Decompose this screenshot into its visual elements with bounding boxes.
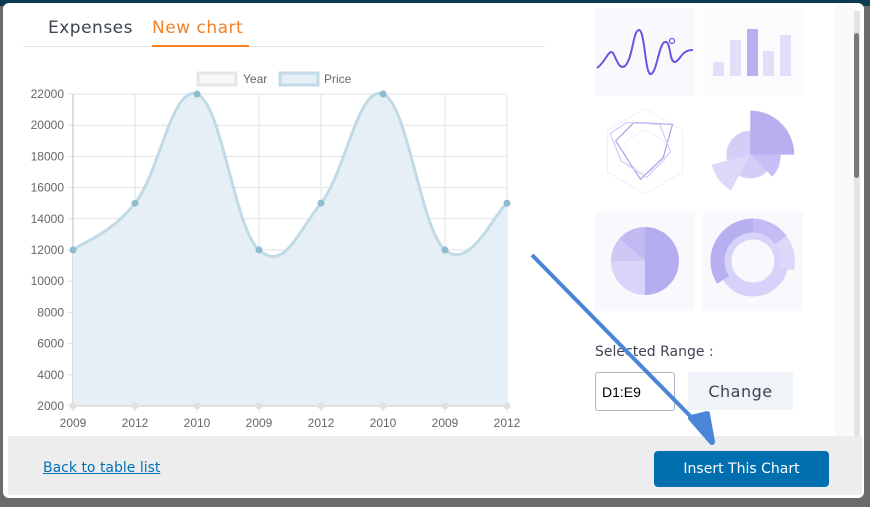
price-point: [503, 199, 511, 207]
y-tick-label: 18000: [31, 149, 65, 163]
year-point: [255, 402, 263, 410]
tab-expenses[interactable]: Expenses: [48, 18, 133, 38]
year-point: [69, 402, 77, 410]
selected-range-label: Selected Range :: [595, 344, 714, 360]
pie-chart-icon[interactable]: [595, 211, 695, 311]
x-tick-label: 2012: [122, 416, 149, 430]
legend-label-price: Price: [324, 72, 352, 86]
year-point: [193, 402, 201, 410]
change-range-button[interactable]: Change: [688, 372, 793, 410]
price-point: [317, 199, 325, 207]
price-point: [255, 246, 263, 254]
price-area: [73, 93, 507, 406]
chart-preview: 2000 4000 6000 8000 10000 12000 14000 16000 1800…: [31, 71, 521, 430]
polar-area-chart-icon[interactable]: [703, 106, 803, 194]
selected-range-input[interactable]: [595, 372, 675, 411]
price-point: [131, 199, 139, 207]
year-point: [441, 402, 449, 410]
y-tick-label: 22000: [31, 87, 65, 101]
legend-swatch-price: [278, 71, 320, 87]
chart-dialog: 2000 4000 6000 8000 10000 12000 14000 16000 1800…: [3, 3, 864, 498]
price-point: [193, 90, 201, 98]
x-tick-label: 2009: [432, 416, 459, 430]
y-tick-label: 12000: [31, 243, 65, 257]
year-point: [379, 402, 387, 410]
price-line: [72, 91, 509, 258]
doughnut-chart-icon[interactable]: [703, 211, 803, 311]
price-point: [379, 90, 387, 98]
back-to-table-list-link[interactable]: Back to table list: [43, 460, 161, 476]
panel-gutter: [835, 3, 855, 436]
y-tick-label: 6000: [37, 337, 64, 351]
year-point: [131, 402, 139, 410]
tab-bar: Expenses New chart: [23, 3, 545, 47]
dialog-footer: Back to table list Insert This Chart: [8, 436, 862, 495]
x-tick-label: 2012: [308, 416, 335, 430]
x-tick-label: 2009: [60, 416, 87, 430]
line-chart-icon[interactable]: [595, 8, 695, 96]
scrollbar-thumb[interactable]: [854, 33, 859, 178]
y-tick-label: 20000: [31, 118, 65, 132]
year-point: [503, 402, 511, 410]
y-tick-label: 14000: [31, 212, 65, 226]
price-point: [69, 246, 77, 254]
y-tick-label: 10000: [31, 274, 65, 288]
legend-swatch-year: [196, 71, 238, 87]
x-tick-label: 2010: [370, 416, 397, 430]
active-tab-indicator: [152, 45, 249, 47]
x-tick-label: 2010: [184, 416, 211, 430]
chart-preview-panel: 2000 4000 6000 8000 10000 12000 14000 16000 1800…: [23, 3, 545, 436]
tab-new-chart[interactable]: New chart: [152, 18, 244, 38]
y-tick-label: 16000: [31, 181, 65, 195]
bar-chart-icon[interactable]: [703, 8, 803, 96]
scrollbar-track[interactable]: [854, 11, 860, 436]
price-point: [441, 246, 449, 254]
year-point: [317, 402, 325, 410]
y-tick-label: 8000: [37, 305, 64, 319]
x-tick-label: 2012: [494, 416, 521, 430]
y-tick-label: 4000: [37, 368, 64, 382]
x-tick-label: 2009: [246, 416, 273, 430]
legend-label-year: Year: [243, 72, 267, 86]
y-tick-label: 2000: [37, 399, 64, 413]
radar-chart-icon[interactable]: [595, 106, 695, 195]
insert-chart-button[interactable]: Insert This Chart: [654, 451, 829, 487]
